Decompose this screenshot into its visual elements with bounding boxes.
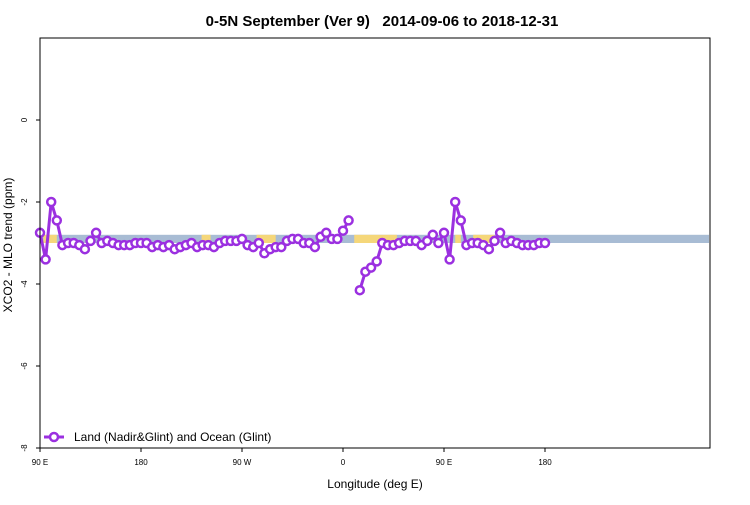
data-point (45, 196, 57, 208)
data-point (489, 235, 500, 247)
data-point (332, 233, 343, 245)
data-point (343, 215, 354, 226)
data-point (427, 229, 439, 241)
data-point (365, 262, 377, 273)
x-axis-label: Longitude (deg E) (327, 477, 422, 491)
data-point (51, 215, 63, 226)
y-axis-label: XCO2 - MLO trend (ppm) (1, 178, 15, 313)
data-point (253, 237, 265, 249)
x-tick-label: 180 (134, 458, 148, 467)
data-point (90, 227, 102, 239)
data-point (444, 254, 455, 265)
x-tick-label: 90 E (436, 458, 452, 467)
land-band-segment (455, 234, 461, 243)
chart-title: 0-5N September (Ver 9) 2014-09-06 to 201… (206, 13, 559, 30)
data-point (40, 254, 51, 265)
y-tick-label: -2 (20, 198, 29, 206)
y-axis: 0 -2 -4 -6 -8 (20, 117, 40, 452)
data-point (494, 227, 506, 239)
land-band-segment (354, 234, 397, 243)
data-point (309, 241, 321, 253)
data-point (276, 241, 287, 253)
land-band-segment (256, 234, 276, 243)
data-point (79, 243, 91, 255)
surface-band (41, 234, 709, 243)
x-tick-label: 90 E (32, 458, 48, 467)
data-point (483, 243, 495, 255)
x-tick-label: 0 (341, 458, 346, 467)
data-point (337, 225, 349, 236)
legend-entry-label: Land (Nadir&Glint) and Ocean (Glint) (74, 430, 271, 444)
y-tick-label: 0 (20, 117, 29, 122)
x-axis: 90 E 180 90 W 0 90 E 180 (32, 448, 552, 467)
y-tick-label: -4 (20, 280, 29, 288)
data-point (449, 196, 461, 208)
y-tick-label: -8 (20, 444, 29, 452)
data-point (236, 233, 248, 245)
plot-frame (39, 37, 711, 449)
data-point (421, 235, 433, 247)
legend: Land (Nadir&Glint) and Ocean (Glint) (44, 430, 271, 444)
data-point (539, 237, 551, 249)
land-band-segment (201, 234, 211, 243)
x-tick-label: 90 W (233, 458, 252, 467)
data-point (320, 227, 332, 239)
data-point (438, 227, 450, 239)
land-band-segment (473, 234, 495, 243)
land-band-segment (43, 234, 57, 243)
data-point (354, 284, 366, 296)
data-point (371, 256, 382, 267)
x-tick-label: 180 (538, 458, 552, 467)
series-layer (34, 196, 551, 296)
data-point (85, 235, 96, 247)
data-point (455, 215, 467, 226)
legend-marker-swatch (48, 431, 60, 443)
data-point (433, 237, 444, 249)
y-tick-label: -6 (20, 362, 29, 370)
